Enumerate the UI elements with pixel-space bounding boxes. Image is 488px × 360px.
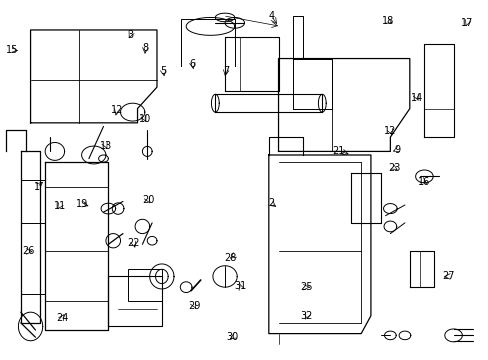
Text: 25: 25 <box>300 282 312 292</box>
Bar <box>127 269 162 301</box>
Text: 20: 20 <box>142 195 154 205</box>
Text: 12: 12 <box>111 105 123 115</box>
Text: 11: 11 <box>54 201 66 211</box>
Text: 31: 31 <box>234 282 246 292</box>
Text: 6: 6 <box>189 59 195 69</box>
Bar <box>108 276 162 327</box>
Text: 14: 14 <box>410 93 423 103</box>
Text: 7: 7 <box>223 66 229 76</box>
Text: 1: 1 <box>34 182 40 192</box>
Text: 2: 2 <box>267 198 274 208</box>
Text: 24: 24 <box>56 312 68 323</box>
Text: 28: 28 <box>224 253 237 263</box>
Text: 23: 23 <box>387 163 400 173</box>
Text: 22: 22 <box>127 238 140 248</box>
Text: 15: 15 <box>6 45 18 55</box>
Text: 10: 10 <box>139 114 151 124</box>
Text: 5: 5 <box>160 66 166 76</box>
Text: 12: 12 <box>384 126 396 136</box>
Text: 8: 8 <box>142 43 148 53</box>
Text: 26: 26 <box>22 247 34 256</box>
Text: 32: 32 <box>300 311 312 321</box>
Text: 3: 3 <box>127 30 133 40</box>
Text: 29: 29 <box>188 301 200 311</box>
Text: 16: 16 <box>417 177 429 187</box>
Text: 19: 19 <box>75 199 87 209</box>
Text: 21: 21 <box>331 146 344 156</box>
Text: 27: 27 <box>442 271 454 282</box>
Text: 30: 30 <box>226 332 239 342</box>
Text: 18: 18 <box>381 16 393 26</box>
Text: 13: 13 <box>100 141 112 151</box>
Text: 17: 17 <box>460 18 472 28</box>
Text: 9: 9 <box>393 145 399 155</box>
Text: 4: 4 <box>267 11 274 21</box>
